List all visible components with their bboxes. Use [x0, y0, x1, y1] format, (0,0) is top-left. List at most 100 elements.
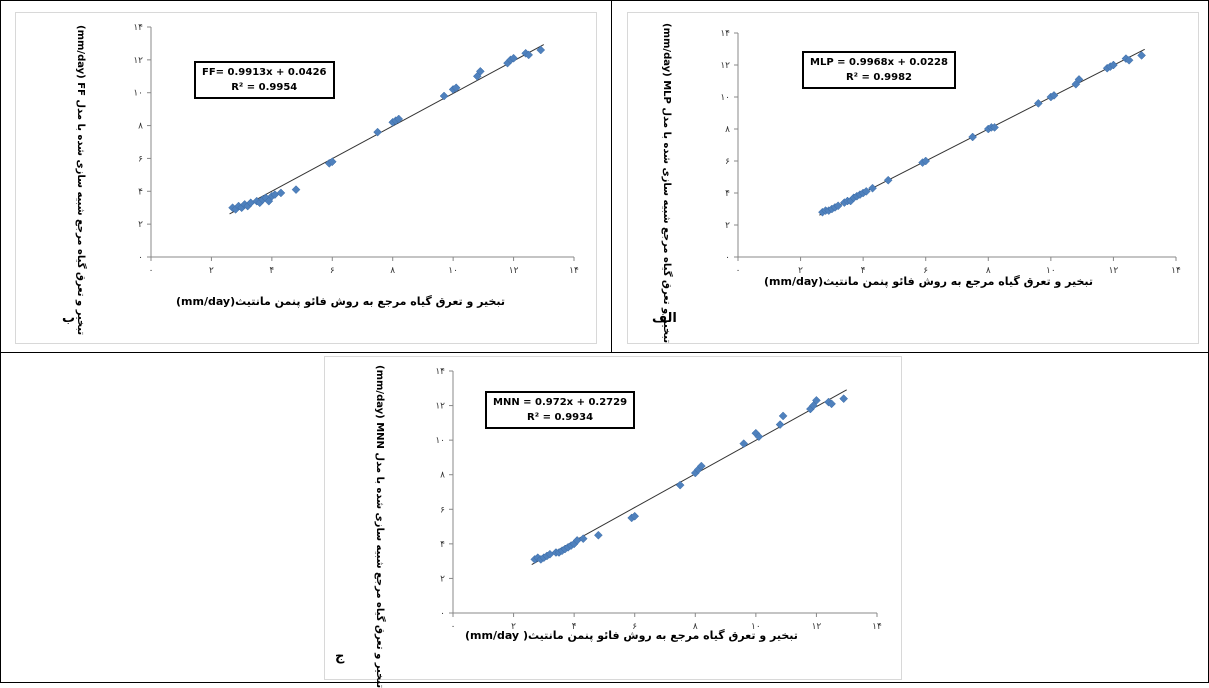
mlp-data-point — [1137, 51, 1146, 60]
mnn-y-tick-label: ۴ — [440, 540, 445, 550]
mnn-x-tick-label: ۰ — [451, 622, 456, 632]
mlp-y-tick-label: ۱۴ — [720, 29, 730, 39]
chart-mlp-plot: ۰ ۲ ۴ ۶ ۸ ۱۰ ۱۲ ۱۴ ۰ ۲ ۴ ۶ ۸ ۱۰ ۱۲ ۱۴ — [720, 29, 1181, 276]
mlp-x-tick-label: ۱۴ — [1171, 266, 1181, 276]
mlp-x-tick-label: ۱۰ — [1046, 266, 1056, 276]
ff-y-tick-label: ۶ — [138, 154, 143, 164]
ff-x-tick-label: ۴ — [269, 266, 274, 276]
mnn-data-point — [675, 480, 685, 490]
mnn-x-tick-label: ۱۲ — [812, 622, 822, 632]
ff-y-tick-label: ۱۰ — [133, 89, 143, 99]
ff-data-point — [327, 157, 337, 167]
ff-trendline — [229, 44, 545, 215]
ff-equation: FF= 0.9913x + 0.0426 — [202, 67, 327, 78]
mlp-equation: MLP = 0.9968x + 0.0228 — [810, 57, 948, 68]
mnn-data-point — [812, 396, 821, 405]
mlp-y-tick-label: ۱۲ — [720, 61, 730, 71]
mlp-data-point — [861, 187, 871, 196]
mnn-x-tick-label: ۱۰ — [751, 622, 761, 632]
ff-y-axis-label: (mm/day) FF تبخیر و تعرق گیاه مرجع شبیه … — [75, 25, 86, 336]
mnn-x-tick-label: ۸ — [693, 622, 698, 632]
ff-data-point — [524, 50, 534, 60]
mnn-data-point — [754, 432, 764, 442]
ff-x-tick-label: ۱۰ — [448, 266, 458, 276]
mlp-y-tick-label: ۴ — [725, 189, 730, 199]
chart-ff: ۰ ۲ ۴ ۶ ۸ ۱۰ ۱۲ ۱۴ ۰ ۲ ۴ ۶ ۸ ۱۰ ۱۲ ۱۴ FF= 0.9913x + 0.0… — [15, 12, 597, 344]
mnn-data-point — [594, 530, 603, 540]
ff-x-tick-label: ۲ — [209, 266, 214, 276]
chart-ff-plot: ۰ ۲ ۴ ۶ ۸ ۱۰ ۱۲ ۱۴ ۰ ۲ ۴ ۶ ۸ ۱۰ ۱۲ ۱۴ — [133, 23, 579, 276]
mnn-data-point — [827, 399, 836, 409]
mlp-y-tick-label: ۱۰ — [720, 93, 730, 103]
mlp-y-tick-label: ۶ — [725, 157, 730, 167]
mlp-data-point — [1109, 60, 1118, 70]
ff-x-tick-label: ۱۴ — [569, 266, 579, 276]
mlp-data-point — [883, 175, 893, 185]
mnn-data-point — [775, 420, 785, 429]
mlp-x-tick-label: ۴ — [861, 266, 866, 276]
ff-x-axis-label: تبخیر و تعرق گیاه مرجع به روش فائو پنمن … — [176, 295, 506, 308]
mnn-panel-label: ج — [335, 649, 345, 664]
mnn-data-point — [696, 461, 706, 471]
mnn-data-point — [739, 439, 749, 448]
table-column-divider — [611, 0, 612, 352]
ff-data-point — [451, 83, 461, 93]
chart-mlp: ۰ ۲ ۴ ۶ ۸ ۱۰ ۱۲ ۱۴ ۰ ۲ ۴ ۶ ۸ ۱۰ ۱۲ ۱۴ MLP = 0.9968x + 0… — [627, 12, 1199, 344]
mnn-data-point — [630, 511, 640, 521]
table-row-divider — [0, 352, 1209, 353]
ff-y-tick-label: ۲ — [138, 220, 143, 230]
mlp-y-tick-label: ۸ — [725, 125, 730, 135]
mnn-data-point — [839, 394, 849, 404]
mnn-y-tick-label: ۱۴ — [435, 367, 445, 377]
mnn-x-tick-label: ۶ — [632, 622, 637, 632]
ff-x-tick-label: ۰ — [149, 266, 154, 276]
mnn-data-point — [578, 534, 588, 544]
mlp-x-tick-label: ۱۲ — [1109, 266, 1119, 276]
ff-x-tick-label: ۶ — [330, 266, 335, 276]
mlp-data-point — [1124, 55, 1134, 65]
mlp-panel-label: الف — [652, 311, 677, 326]
mnn-x-tick-label: ۴ — [572, 622, 577, 632]
mlp-x-tick-label: ۰ — [736, 266, 741, 276]
mnn-x-tick-label: ۲ — [511, 622, 516, 632]
ff-data-point — [276, 188, 286, 198]
ff-data-point — [475, 67, 485, 76]
mnn-y-tick-label: ۶ — [440, 505, 445, 515]
mnn-equation: MNN = 0.972x + 0.2729 — [493, 397, 628, 408]
mlp-data-point — [868, 183, 877, 193]
ff-data-point — [509, 53, 518, 63]
ff-data-point — [373, 127, 382, 137]
mlp-x-tick-label: ۸ — [986, 266, 991, 276]
ff-y-tick-label: ۴ — [138, 187, 143, 197]
mlp-y-tick-label: ۲ — [725, 221, 730, 231]
mlp-r2: R² = 0.9982 — [845, 72, 912, 83]
ff-equation-box: FF= 0.9913x + 0.0426 R² = 0.9954 — [194, 61, 335, 99]
mnn-y-tick-label: ۰ — [440, 609, 445, 619]
ff-y-tick-label: ۱۴ — [133, 23, 143, 33]
mlp-y-tick-label: ۰ — [725, 253, 730, 263]
mlp-data-point — [921, 156, 931, 166]
mlp-data-point — [833, 201, 843, 211]
chart-mnn: ۰ ۲ ۴ ۶ ۸ ۱۰ ۱۲ ۱۴ ۰ ۲ ۴ ۶ ۸ ۱۰ ۱۲ ۱۴ MNN = 0.972x + 0.… — [324, 356, 902, 688]
mlp-data-point — [990, 123, 999, 132]
mnn-y-tick-label: ۸ — [440, 471, 445, 481]
mlp-data-point — [968, 132, 977, 142]
ff-y-tick-label: ۱۲ — [133, 56, 143, 66]
ff-data-point — [394, 114, 404, 124]
mlp-data-point — [1049, 91, 1059, 100]
mlp-x-tick-label: ۲ — [798, 266, 803, 276]
ff-r2: R² = 0.9954 — [231, 82, 298, 93]
mlp-data-point — [1033, 99, 1043, 108]
mnn-x-tick-label: ۱۴ — [872, 622, 882, 632]
mnn-y-axis-label: (mm/day) MNN تبخیر و تعرق گیاه مرجع شبیه… — [374, 365, 385, 688]
ff-x-tick-label: ۸ — [390, 266, 395, 276]
mlp-x-tick-label: ۶ — [923, 266, 928, 276]
ff-x-tick-label: ۱۲ — [509, 266, 519, 276]
mlp-data-point — [1074, 75, 1084, 84]
ff-panel-label: ب — [62, 311, 76, 326]
mlp-x-axis-label: تبخیر و تعرق گیاه مرجع به روش فائو پنمن … — [764, 275, 1094, 288]
ff-data-point — [291, 185, 301, 194]
mnn-data-point — [778, 411, 788, 421]
mnn-x-axis-label: تبخیر و تعرق گیاه مرجع به روش فائو پنمن … — [465, 629, 798, 642]
mnn-equation-box: MNN = 0.972x + 0.2729 R² = 0.9934 — [485, 391, 636, 429]
